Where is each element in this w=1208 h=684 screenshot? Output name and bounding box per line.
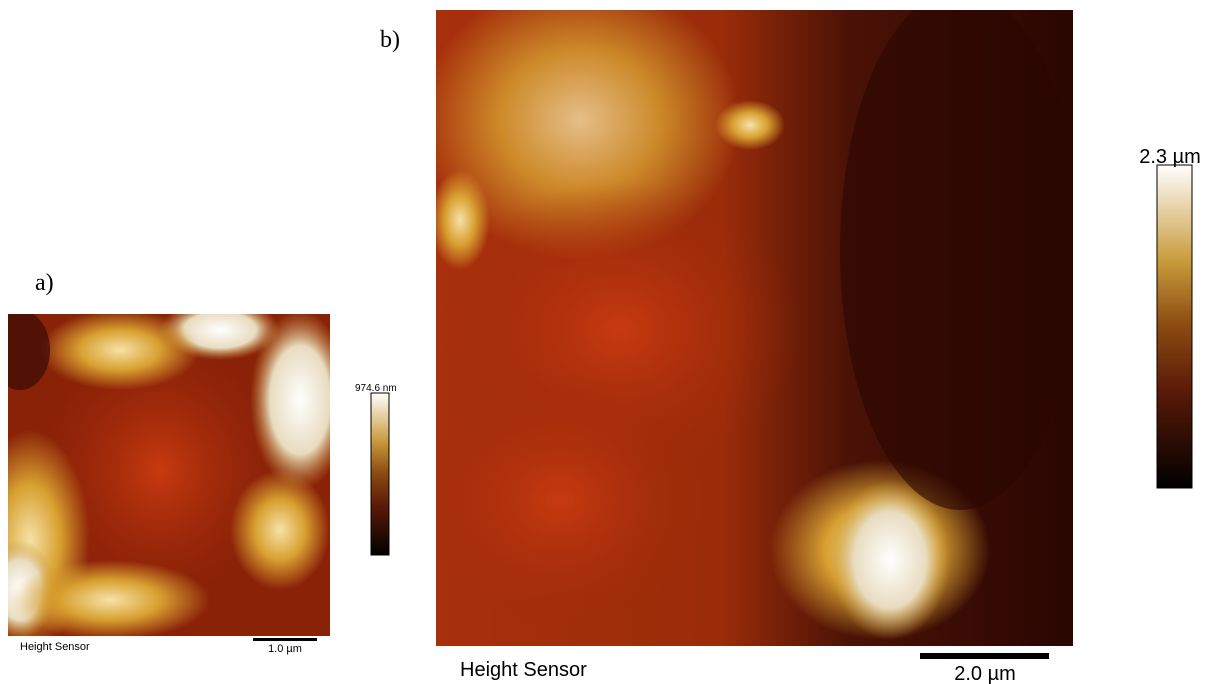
scale-bar [920,653,1049,659]
panel-label: b) [380,27,400,53]
image-caption: Height Sensor [460,659,587,681]
scale-bar-label: 2.0 µm [954,663,1016,684]
colorbar-max: 2.3 µm [1139,146,1201,168]
afm-image [8,314,330,636]
scale-bar-label: 1.0 µm [268,643,302,655]
panel-label: a) [35,270,54,296]
colorbar-max: 974.6 nm [355,383,397,394]
colorbar [370,392,390,556]
afm-image [436,10,1073,646]
image-caption: Height Sensor [20,641,90,653]
scale-bar [253,638,317,641]
colorbar [1156,164,1193,489]
